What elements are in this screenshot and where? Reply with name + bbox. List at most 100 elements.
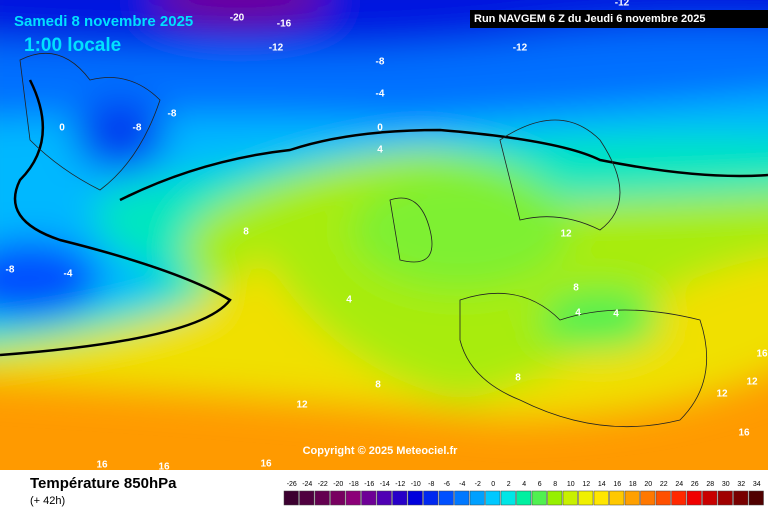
scale-label: 34 (753, 481, 761, 488)
contour-label: 16 (158, 462, 170, 473)
scale-swatch (671, 490, 687, 506)
contour-label: 16 (756, 349, 768, 360)
scale-swatch (500, 490, 516, 506)
scale-swatch (531, 490, 547, 506)
contour-label: 0 (377, 123, 383, 134)
scale-label: 4 (522, 481, 526, 488)
contour-label: 12 (560, 229, 572, 240)
contour-label: 12 (716, 389, 728, 400)
scale-swatch (345, 490, 361, 506)
scale-label: 28 (706, 481, 714, 488)
scale-label: -16 (364, 481, 374, 488)
scale-label: 22 (660, 481, 668, 488)
run-banner (470, 10, 768, 28)
scale-swatch (748, 490, 764, 506)
contour-label: -4 (376, 89, 385, 100)
scale-swatch (640, 490, 656, 506)
scale-swatch (609, 490, 625, 506)
scale-swatch (314, 490, 330, 506)
contour-label: 8 (243, 227, 249, 238)
scale-swatch (593, 490, 609, 506)
contour-label: 16 (260, 459, 272, 470)
scale-swatch (702, 490, 718, 506)
scale-swatch (733, 490, 749, 506)
scale-label: -20 (333, 481, 343, 488)
scale-swatch (686, 490, 702, 506)
scale-label: -22 (318, 481, 328, 488)
footer-lead: (+ 42h) (30, 495, 65, 507)
contour-label: 16 (96, 460, 108, 471)
scale-label: -2 (475, 481, 481, 488)
scale-label: 26 (691, 481, 699, 488)
contour-label: 8 (573, 283, 579, 294)
scale-swatch (578, 490, 594, 506)
contour-label: -4 (64, 269, 73, 280)
scale-swatch (283, 490, 299, 506)
contour-label: -12 (269, 43, 284, 54)
contour-label: 4 (613, 309, 619, 320)
scale-label: -12 (395, 481, 405, 488)
contour-label: 4 (377, 145, 383, 156)
scale-swatch (407, 490, 423, 506)
scale-label: -18 (349, 481, 359, 488)
scale-swatch (330, 490, 346, 506)
scale-label: 2 (507, 481, 511, 488)
scale-swatch (485, 490, 501, 506)
scale-label: 10 (567, 481, 575, 488)
scale-label: -10 (411, 481, 421, 488)
scale-label: -8 (428, 481, 434, 488)
scale-label: 30 (722, 481, 730, 488)
contour-label: 4 (575, 308, 581, 319)
copyright: Copyright © 2025 Meteociel.fr (303, 445, 459, 457)
date: Samedi 8 novembre 2025 (14, 13, 193, 30)
contour-label: -8 (376, 57, 385, 68)
scale-swatch (624, 490, 640, 506)
contour-label: -8 (133, 123, 142, 134)
contour-label: 8 (375, 380, 381, 391)
scale-swatch (376, 490, 392, 506)
scale-label: 14 (598, 481, 606, 488)
scale-label: 12 (582, 481, 590, 488)
scale-label: 16 (613, 481, 621, 488)
scale-swatch (438, 490, 454, 506)
scale-label: 0 (491, 481, 495, 488)
footer-title: Température 850hPa (30, 475, 177, 492)
scale-swatch (392, 490, 408, 506)
scale-label: 32 (737, 481, 745, 488)
scale-label: -24 (302, 481, 312, 488)
contour-label: -8 (6, 265, 15, 276)
scale-swatch (299, 490, 315, 506)
contour-label: 12 (746, 377, 758, 388)
contour-label: 4 (346, 295, 352, 306)
scale-label: 20 (644, 481, 652, 488)
contour-label: -12 (615, 0, 630, 9)
scale-swatch (562, 490, 578, 506)
scale-label: -6 (444, 481, 450, 488)
contour-label: 8 (515, 373, 521, 384)
scale-swatch (516, 490, 532, 506)
contour-label: 12 (296, 400, 308, 411)
scale-label: -14 (380, 481, 390, 488)
scale-swatch (547, 490, 563, 506)
scale-label: 6 (538, 481, 542, 488)
time: 1:00 locale (24, 35, 121, 56)
scale-swatch (423, 490, 439, 506)
scale-label: 24 (675, 481, 683, 488)
scale-label: -4 (459, 481, 465, 488)
contour-label: -20 (230, 13, 245, 24)
contour-label: -12 (513, 43, 528, 54)
scale-label: 8 (553, 481, 557, 488)
scale-swatch (361, 490, 377, 506)
scale-swatch (469, 490, 485, 506)
contour-label: -16 (277, 19, 292, 30)
run-info: Run NAVGEM 6 Z du Jeudi 6 novembre 2025 (474, 13, 705, 25)
contour-label: 16 (738, 428, 750, 439)
scale-swatch (717, 490, 733, 506)
contour-label: 0 (59, 123, 65, 134)
scale-swatch (655, 490, 671, 506)
map (0, 0, 768, 470)
scale-swatch (454, 490, 470, 506)
contour-label: -8 (168, 109, 177, 120)
scale-label: 18 (629, 481, 637, 488)
